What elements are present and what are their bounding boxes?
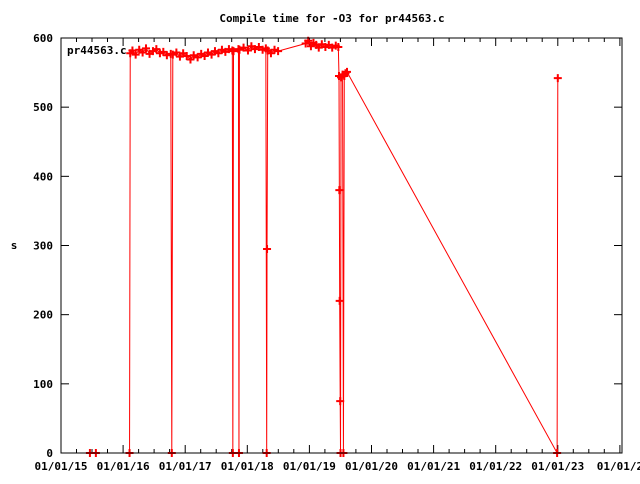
data-point bbox=[274, 47, 283, 56]
x-tick-label: 01/01/2 bbox=[597, 460, 640, 473]
y-tick-label: 300 bbox=[33, 240, 53, 253]
data-point bbox=[128, 46, 137, 55]
data-marks bbox=[85, 36, 562, 457]
y-tick-label: 0 bbox=[46, 447, 53, 460]
plot-border bbox=[60, 37, 623, 454]
data-point bbox=[229, 47, 238, 56]
data-point bbox=[239, 43, 248, 52]
x-tick-label: 01/01/22 bbox=[469, 460, 522, 473]
x-tick-label: 01/01/19 bbox=[283, 460, 336, 473]
data-point bbox=[243, 46, 252, 55]
series-line bbox=[89, 39, 559, 455]
x-tick-label: 01/01/20 bbox=[345, 460, 398, 473]
legend-label: pr44563.c bbox=[67, 44, 127, 57]
data-point bbox=[131, 50, 140, 59]
chart-title: Compile time for -O3 for pr44563.c bbox=[219, 12, 444, 25]
data-point bbox=[341, 69, 350, 78]
x-tick-label: 01/01/21 bbox=[407, 460, 460, 473]
y-axis-label: s bbox=[11, 239, 18, 252]
data-point bbox=[334, 42, 343, 51]
data-point bbox=[335, 296, 344, 305]
data-point bbox=[263, 244, 272, 253]
data-point bbox=[172, 48, 181, 57]
x-tick-label: 01/01/17 bbox=[159, 460, 212, 473]
y-tick-label: 100 bbox=[33, 378, 53, 391]
data-point bbox=[186, 55, 195, 64]
y-tick-label: 600 bbox=[33, 32, 53, 45]
data-point bbox=[138, 48, 147, 57]
data-point bbox=[343, 67, 351, 76]
data-point bbox=[336, 397, 345, 406]
axes: 0 100 200 300 400 500 600 01/01/15 01/01/16 01/01… bbox=[33, 32, 640, 473]
data-point bbox=[235, 45, 244, 54]
y-tick-label: 400 bbox=[33, 170, 53, 183]
data-point bbox=[142, 44, 151, 53]
data-point bbox=[152, 45, 161, 54]
data-point bbox=[553, 74, 562, 83]
x-tick-label: 01/01/15 bbox=[35, 460, 88, 473]
y-tick-label: 500 bbox=[33, 101, 53, 114]
x-tick-label: 01/01/23 bbox=[531, 460, 584, 473]
y-tick-label: 200 bbox=[33, 309, 53, 322]
x-tick-label: 01/01/18 bbox=[221, 460, 274, 473]
x-tick-label: 01/01/16 bbox=[97, 460, 150, 473]
data-point bbox=[335, 186, 344, 195]
